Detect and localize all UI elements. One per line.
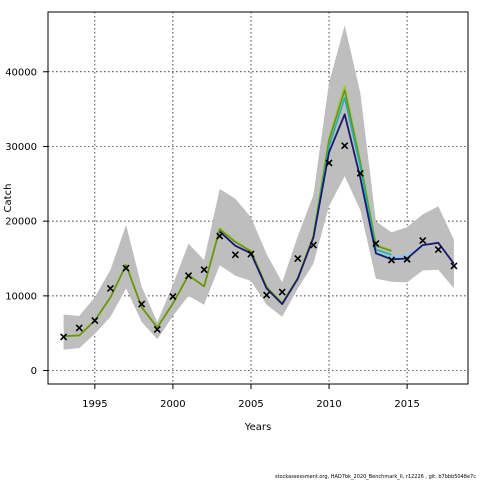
observed-point-2006 bbox=[263, 291, 271, 299]
y-tick-label-3: 30000 bbox=[5, 142, 37, 153]
x-axis-title: Years bbox=[244, 422, 271, 433]
series-lines-layer bbox=[63, 85, 455, 338]
observed-point-1997 bbox=[122, 264, 130, 272]
observed-point-2007 bbox=[278, 288, 286, 296]
observed-point-2003 bbox=[216, 232, 224, 240]
observed-point-1994 bbox=[75, 324, 83, 332]
observed-point-1993 bbox=[60, 333, 68, 341]
x-tick-label-4: 2015 bbox=[394, 399, 419, 410]
x-tick-label-2: 2005 bbox=[238, 399, 263, 410]
observed-point-2013 bbox=[372, 240, 380, 248]
y-tick-label-0: 0 bbox=[31, 366, 37, 377]
observed-point-1996 bbox=[106, 284, 115, 292]
confidence-band-layer bbox=[63, 25, 454, 350]
y-tick-label-2: 20000 bbox=[5, 217, 37, 228]
x-tick-label-3: 2010 bbox=[316, 399, 341, 410]
observed-point-2004 bbox=[231, 251, 239, 259]
observed-point-2017 bbox=[434, 245, 442, 254]
observed-point-1999 bbox=[153, 325, 161, 334]
plot-frame bbox=[47, 11, 469, 385]
series-line-1 bbox=[63, 89, 392, 337]
observed-point-2011 bbox=[341, 142, 349, 150]
observed-point-2014 bbox=[387, 256, 396, 264]
observed-point-2002 bbox=[200, 266, 208, 274]
observed-point-2015 bbox=[403, 255, 411, 263]
observed-point-2012 bbox=[356, 169, 364, 177]
observed-point-1995 bbox=[91, 316, 99, 325]
observed-markers-layer bbox=[60, 142, 458, 341]
observed-point-1998 bbox=[138, 300, 146, 308]
x-tick-label-0: 1995 bbox=[82, 399, 107, 410]
y-axis-title: Catch bbox=[3, 184, 14, 213]
x-tick-label-1: 2000 bbox=[160, 399, 185, 410]
observed-point-2009 bbox=[309, 241, 317, 249]
observed-point-2008 bbox=[294, 254, 302, 263]
confidence-band bbox=[63, 25, 454, 350]
axes: 1995 2000 2005 2010 2015 0 10000 20000 30000 4000… bbox=[5, 67, 420, 410]
observed-point-2016 bbox=[419, 237, 427, 245]
observed-point-2005 bbox=[247, 250, 255, 258]
observed-point-2018 bbox=[450, 262, 458, 270]
series-line-2 bbox=[312, 97, 392, 256]
series-line-4 bbox=[219, 113, 455, 306]
y-tick-label-4: 40000 bbox=[5, 67, 37, 78]
footer-credit: stockassessment.org, HAD7bk_2020_Benchma… bbox=[275, 474, 476, 480]
observed-point-2010 bbox=[325, 159, 333, 167]
y-tick-label-1: 10000 bbox=[5, 291, 37, 302]
observed-point-2000 bbox=[169, 293, 177, 301]
observed-point-2001 bbox=[184, 272, 193, 280]
